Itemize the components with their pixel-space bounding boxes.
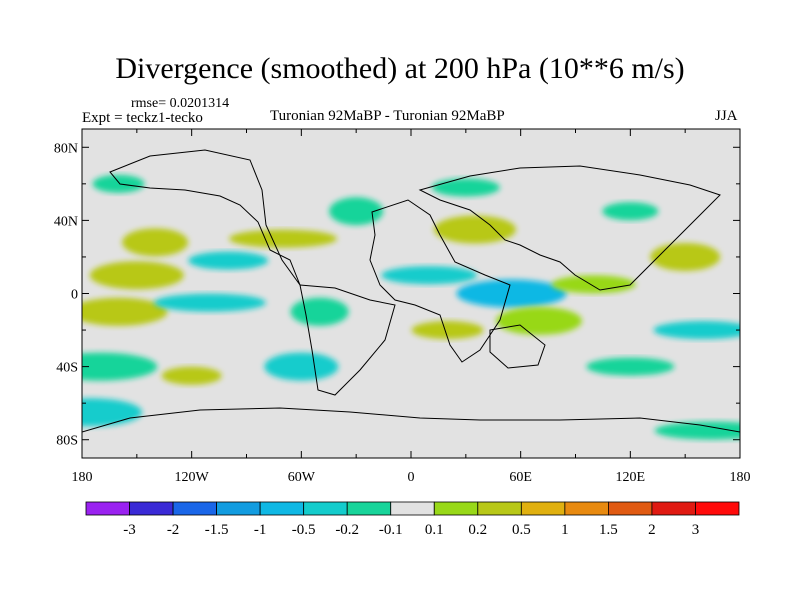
coast-africa-europe bbox=[369, 199, 511, 363]
colorbar-swatch bbox=[433, 501, 479, 516]
divergence-region bbox=[122, 228, 189, 257]
divergence-region bbox=[264, 352, 339, 381]
colorbar-swatch bbox=[303, 501, 348, 516]
divergence-region bbox=[229, 229, 338, 248]
divergence-region bbox=[431, 178, 500, 197]
colorbar-swatch bbox=[608, 501, 653, 516]
colorbar-label: -0.2 bbox=[335, 522, 359, 538]
colorbar-swatch bbox=[85, 501, 130, 516]
map-background bbox=[82, 129, 740, 458]
coast-south-america bbox=[299, 284, 396, 396]
divergence-region bbox=[153, 293, 266, 312]
season-label: JJA bbox=[715, 108, 738, 124]
divergence-region bbox=[82, 398, 143, 427]
colorbar-label: -3 bbox=[123, 522, 136, 538]
colorbar-label: -0.1 bbox=[379, 522, 403, 538]
divergence-region bbox=[161, 366, 222, 385]
colorbar-label: 1 bbox=[561, 522, 569, 538]
lon-label: 180 bbox=[72, 470, 93, 485]
colorbar-swatch bbox=[564, 501, 609, 516]
colorbar-label: -1 bbox=[254, 522, 267, 538]
coast-antarctica bbox=[82, 407, 740, 433]
lon-label: 180 bbox=[730, 470, 751, 485]
coast-australia bbox=[489, 324, 546, 369]
lon-label: 60E bbox=[509, 470, 532, 485]
map-axes: 80N 40N 0 40S 80S 180 120W 60W 0 60E 120E 180 bbox=[54, 129, 751, 485]
divergence-region bbox=[290, 297, 349, 326]
colorbar-swatch bbox=[346, 501, 392, 516]
lon-label: 120W bbox=[175, 470, 210, 485]
coastlines bbox=[82, 149, 740, 433]
divergence-region bbox=[381, 266, 478, 285]
colorbar-swatch bbox=[695, 501, 740, 516]
lat-label: 80N bbox=[54, 141, 78, 156]
lon-label: 0 bbox=[408, 470, 415, 485]
divergence-region bbox=[433, 215, 516, 244]
colorbar-label: 2 bbox=[648, 522, 656, 538]
coast-north-america bbox=[109, 149, 301, 286]
divergence-region bbox=[602, 202, 659, 221]
colorbar-swatch bbox=[129, 501, 174, 516]
colorbar-label: 0.5 bbox=[512, 522, 531, 538]
divergence-region bbox=[188, 251, 269, 270]
divergence-region bbox=[495, 306, 582, 335]
lon-label: 120E bbox=[616, 470, 646, 485]
divergence-region bbox=[411, 321, 484, 340]
period-label: Turonian 92MaBP - Turonian 92MaBP bbox=[270, 108, 505, 124]
lat-label: 80S bbox=[56, 434, 78, 449]
colorbar-swatch bbox=[172, 501, 217, 516]
colorbar-label: 0.1 bbox=[425, 522, 444, 538]
divergence-region bbox=[329, 197, 384, 226]
colorbar-swatch bbox=[259, 501, 305, 516]
colorbar-label: 1.5 bbox=[599, 522, 618, 538]
divergence-region bbox=[456, 279, 567, 308]
lat-label: 40N bbox=[54, 214, 78, 229]
lon-label: 60W bbox=[288, 470, 316, 485]
colorbar: -3 -2 -1.5 -1 -0.5 -0.2 -0.1 0.1 0.2 0.5 1 1.5 2 3 bbox=[85, 501, 740, 538]
plot-title: Divergence (smoothed) at 200 hPa (10**6 … bbox=[115, 52, 685, 85]
colorbar-label: -2 bbox=[167, 522, 180, 538]
divergence-field bbox=[82, 174, 740, 440]
divergence-region bbox=[82, 352, 158, 381]
colorbar-swatch bbox=[520, 501, 566, 516]
colorbar-swatch bbox=[216, 501, 261, 516]
colorbar-swatch bbox=[477, 501, 522, 516]
colorbar-label: -0.5 bbox=[292, 522, 316, 538]
rmse-label: rmse= 0.0201314 bbox=[131, 96, 230, 111]
colorbar-swatch bbox=[651, 501, 696, 516]
divergence-region bbox=[551, 275, 636, 294]
divergence-region bbox=[650, 242, 721, 271]
divergence-region bbox=[92, 174, 145, 193]
colorbar-swatch bbox=[390, 501, 435, 516]
divergence-region bbox=[586, 357, 675, 376]
colorbar-label: 0.2 bbox=[468, 522, 487, 538]
colorbar-label: 3 bbox=[692, 522, 700, 538]
divergence-region bbox=[653, 321, 740, 340]
colorbar-label: -1.5 bbox=[205, 522, 229, 538]
experiment-label: Expt = teckz1-tecko bbox=[82, 110, 203, 126]
divergence-region bbox=[82, 297, 168, 326]
divergence-region bbox=[89, 261, 184, 290]
lat-label: 0 bbox=[71, 288, 78, 303]
coast-asia bbox=[418, 165, 721, 291]
lat-label: 40S bbox=[56, 361, 78, 376]
divergence-region bbox=[654, 421, 740, 440]
